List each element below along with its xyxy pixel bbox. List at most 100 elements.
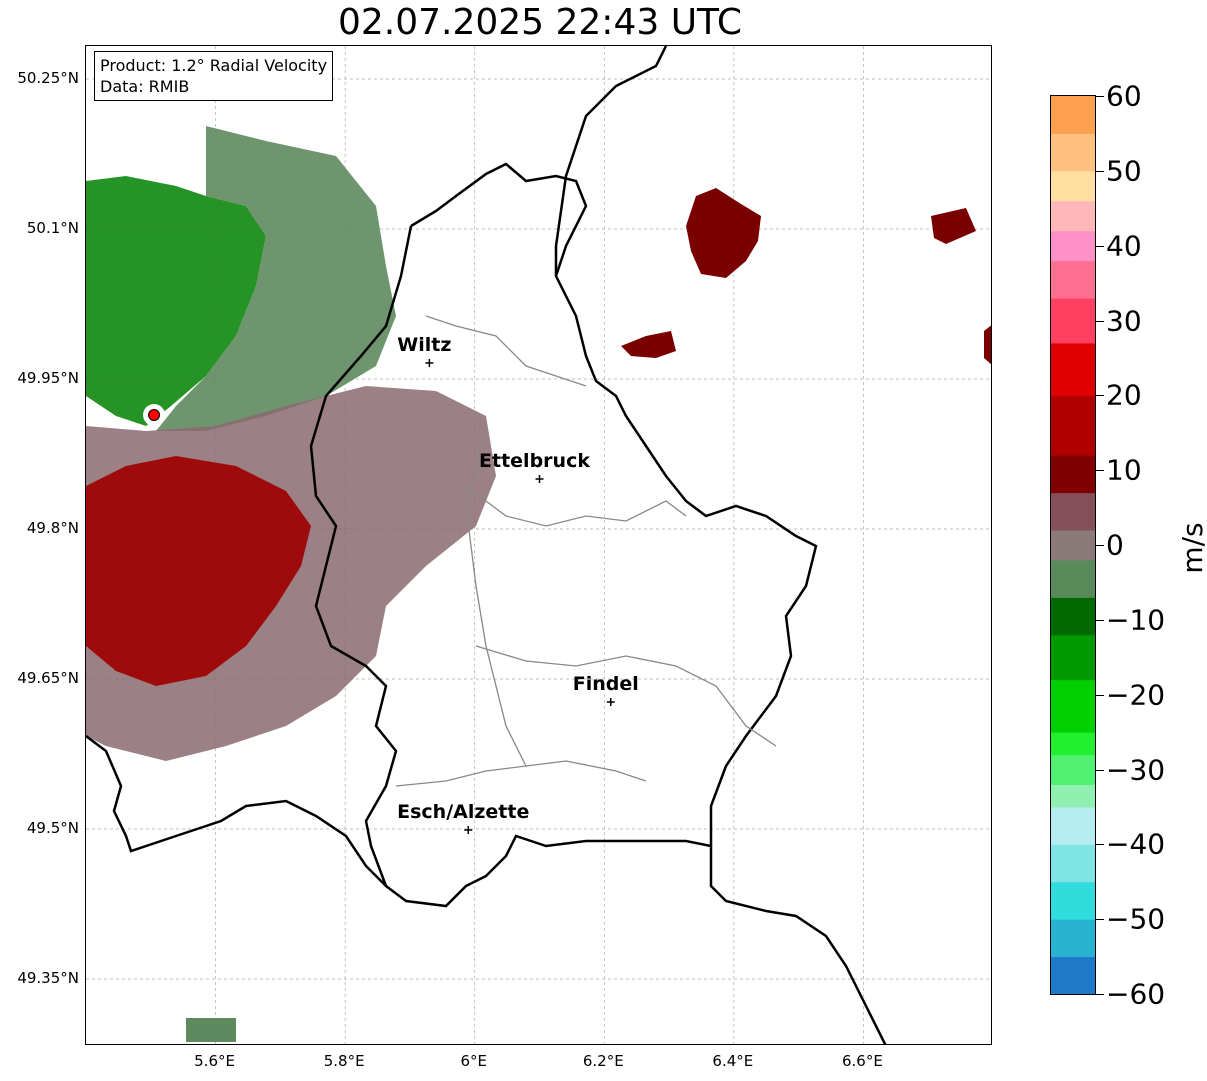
colorbar-tick-label: 20: [1106, 378, 1142, 412]
district-line-north: [425, 315, 587, 387]
belgium-luxembourg-border: [86, 735, 887, 1044]
colorbar-segment: [1051, 634, 1095, 681]
colorbar-tick: [1096, 619, 1104, 621]
colorbar-tick: [1096, 844, 1104, 846]
city-marker[interactable]: [425, 359, 434, 367]
colorbar-tick-label: −50: [1106, 902, 1166, 936]
colorbar-tick: [1096, 694, 1104, 696]
district-line-center: [465, 485, 687, 527]
germany-border-north: [554, 46, 668, 276]
radar-site-marker[interactable]: [148, 409, 161, 421]
echo-far-east-cell: [931, 208, 976, 244]
colorbar-segment: [1051, 455, 1095, 494]
colorbar-tick-label: −20: [1106, 678, 1166, 712]
colorbar-unit: m/s: [1176, 522, 1207, 574]
colorbar-segment: [1051, 956, 1095, 995]
data-source-label: Data: RMIB: [100, 77, 190, 96]
lon-tick-label: 5.8°E: [323, 1052, 365, 1070]
city-marker[interactable]: [535, 475, 544, 483]
city-label: Wiltz: [397, 334, 452, 356]
lat-tick-label: 49.35°N: [17, 969, 79, 987]
lon-tick-label: 6.2°E: [582, 1052, 624, 1070]
city-label: Ettelbruck: [479, 450, 590, 472]
echo-north-west-grey-green: [156, 126, 396, 431]
colorbar-tick-label: 60: [1106, 79, 1142, 113]
city-marker[interactable]: [464, 826, 473, 834]
product-label: Product: 1.2° Radial Velocity: [100, 56, 328, 75]
colorbar-tick: [1096, 170, 1104, 172]
colorbar-tick-label: 40: [1106, 229, 1142, 263]
city-label: Esch/Alzette: [397, 801, 530, 823]
lon-tick-label: 6.4°E: [712, 1052, 754, 1070]
lon-tick-label: 6.6°E: [842, 1052, 883, 1070]
colorbar-segment: [1051, 395, 1095, 456]
lon-tick-label: 5.6°E: [194, 1052, 235, 1070]
colorbar-segment: [1051, 919, 1095, 958]
colorbar-segment: [1051, 96, 1095, 134]
colorbar-segment: [1051, 679, 1095, 733]
lat-tick-label: 49.65°N: [17, 669, 79, 687]
colorbar-tick: [1096, 245, 1104, 247]
city-marker[interactable]: [606, 698, 615, 706]
product-info-box: Product: 1.2° Radial Velocity Data: RMIB: [94, 51, 334, 101]
colorbar-tick-label: 50: [1106, 154, 1142, 188]
country-borders: [86, 46, 887, 1044]
colorbar-tick-label: −30: [1106, 753, 1166, 786]
map-markers: [143, 359, 615, 834]
radar-echoes: [86, 126, 991, 1042]
echo-south-corner: [186, 1018, 236, 1042]
colorbar-tick: [1096, 395, 1104, 397]
colorbar-tick: [1096, 320, 1104, 322]
district-line-south: [475, 645, 777, 747]
colorbar-segment: [1051, 881, 1095, 920]
luxembourg-north-border: [410, 162, 818, 846]
colorbar-segment: [1051, 230, 1095, 262]
colorbar-segment: [1051, 732, 1095, 756]
colorbar-tick-label: −60: [1106, 977, 1166, 1011]
colorbar-tick-label: −40: [1106, 827, 1166, 861]
lat-tick-label: 50.1°N: [26, 219, 79, 237]
colorbar-segment: [1051, 260, 1095, 299]
colorbar-segment: [1051, 784, 1095, 808]
chart-title: 02.07.2025 22:43 UTC: [337, 2, 743, 43]
echo-east-edge: [984, 325, 991, 365]
district-borders: [395, 315, 777, 787]
colorbar-segment: [1051, 170, 1095, 202]
colorbar-tick: [1096, 769, 1104, 771]
echo-north-east-cell: [686, 188, 761, 278]
lat-tick-label: 49.95°N: [17, 369, 79, 387]
lat-tick-label: 49.5°N: [26, 819, 79, 837]
echo-south-west-red: [86, 456, 311, 686]
lon-tick-label: 6°E: [460, 1052, 487, 1070]
colorbar-tick: [1096, 994, 1104, 995]
echo-north-west-green: [86, 176, 266, 426]
colorbar: [1050, 95, 1096, 995]
district-line-vertical: [465, 425, 527, 767]
colorbar-segment: [1051, 806, 1095, 845]
colorbar-segment: [1051, 559, 1095, 598]
colorbar-segment: [1051, 597, 1095, 636]
echo-east-small: [621, 331, 676, 358]
colorbar-segment: [1051, 342, 1095, 396]
colorbar-segment: [1051, 133, 1095, 172]
lat-tick-label: 49.8°N: [26, 519, 79, 537]
colorbar-gradient: [1051, 96, 1095, 995]
colorbar-tick: [1096, 470, 1104, 472]
city-label: Findel: [572, 673, 639, 695]
colorbar-tick: [1096, 545, 1104, 546]
colorbar-segment: [1051, 200, 1095, 232]
colorbar-tick: [1096, 919, 1104, 921]
colorbar-segment: [1051, 754, 1095, 785]
colorbar-tick: [1096, 96, 1104, 97]
colorbar-segment: [1051, 492, 1095, 531]
colorbar-segment: [1051, 298, 1095, 344]
colorbar-tick-label: −10: [1106, 603, 1166, 637]
map-area[interactable]: [85, 45, 992, 1045]
luxembourg-west-border: [309, 225, 413, 887]
lat-tick-label: 50.25°N: [17, 69, 79, 87]
colorbar-tick-label: 10: [1106, 453, 1142, 487]
map-canvas[interactable]: [86, 46, 992, 1045]
district-line-southwest: [395, 760, 647, 787]
colorbar-segment: [1051, 530, 1095, 561]
colorbar-tick-label: 0: [1106, 528, 1124, 562]
